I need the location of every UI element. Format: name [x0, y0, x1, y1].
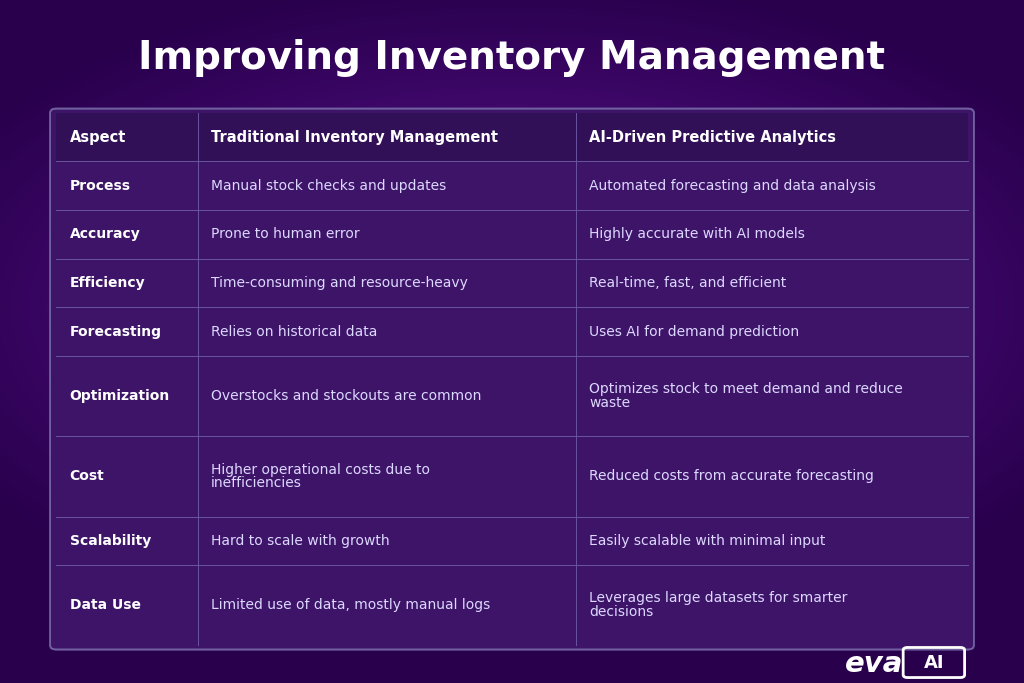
Text: Forecasting: Forecasting [70, 324, 162, 339]
Text: Higher operational costs due to: Higher operational costs due to [211, 462, 430, 477]
Text: Cost: Cost [70, 469, 104, 484]
Text: AI-Driven Predictive Analytics: AI-Driven Predictive Analytics [589, 130, 837, 145]
Text: decisions: decisions [589, 605, 653, 619]
Text: Relies on historical data: Relies on historical data [211, 324, 377, 339]
Text: Leverages large datasets for smarter: Leverages large datasets for smarter [589, 591, 848, 605]
Text: Uses AI for demand prediction: Uses AI for demand prediction [589, 324, 800, 339]
Text: Real-time, fast, and efficient: Real-time, fast, and efficient [589, 276, 786, 290]
Text: waste: waste [589, 396, 630, 410]
Text: Automated forecasting and data analysis: Automated forecasting and data analysis [589, 179, 876, 193]
Text: Improving Inventory Management: Improving Inventory Management [138, 39, 886, 77]
Text: AI: AI [924, 654, 944, 671]
Text: Easily scalable with minimal input: Easily scalable with minimal input [589, 534, 825, 548]
FancyBboxPatch shape [50, 109, 974, 650]
Text: Reduced costs from accurate forecasting: Reduced costs from accurate forecasting [589, 469, 873, 484]
Text: Overstocks and stockouts are common: Overstocks and stockouts are common [211, 389, 481, 403]
Text: inefficiencies: inefficiencies [211, 476, 302, 490]
Text: Process: Process [70, 179, 131, 193]
Text: Optimizes stock to meet demand and reduce: Optimizes stock to meet demand and reduc… [589, 382, 903, 396]
Text: eva: eva [845, 650, 903, 678]
Bar [56, 113, 968, 161]
Text: Hard to scale with growth: Hard to scale with growth [211, 534, 389, 548]
Text: Limited use of data, mostly manual logs: Limited use of data, mostly manual logs [211, 598, 490, 612]
Text: Efficiency: Efficiency [70, 276, 145, 290]
Text: Manual stock checks and updates: Manual stock checks and updates [211, 179, 446, 193]
Text: Prone to human error: Prone to human error [211, 227, 359, 241]
Text: Aspect: Aspect [70, 130, 126, 145]
Text: Optimization: Optimization [70, 389, 170, 403]
Text: Time-consuming and resource-heavy: Time-consuming and resource-heavy [211, 276, 468, 290]
Text: Data Use: Data Use [70, 598, 140, 612]
Text: Scalability: Scalability [70, 534, 151, 548]
Text: Highly accurate with AI models: Highly accurate with AI models [589, 227, 805, 241]
Text: Traditional Inventory Management: Traditional Inventory Management [211, 130, 498, 145]
Text: Accuracy: Accuracy [70, 227, 140, 241]
